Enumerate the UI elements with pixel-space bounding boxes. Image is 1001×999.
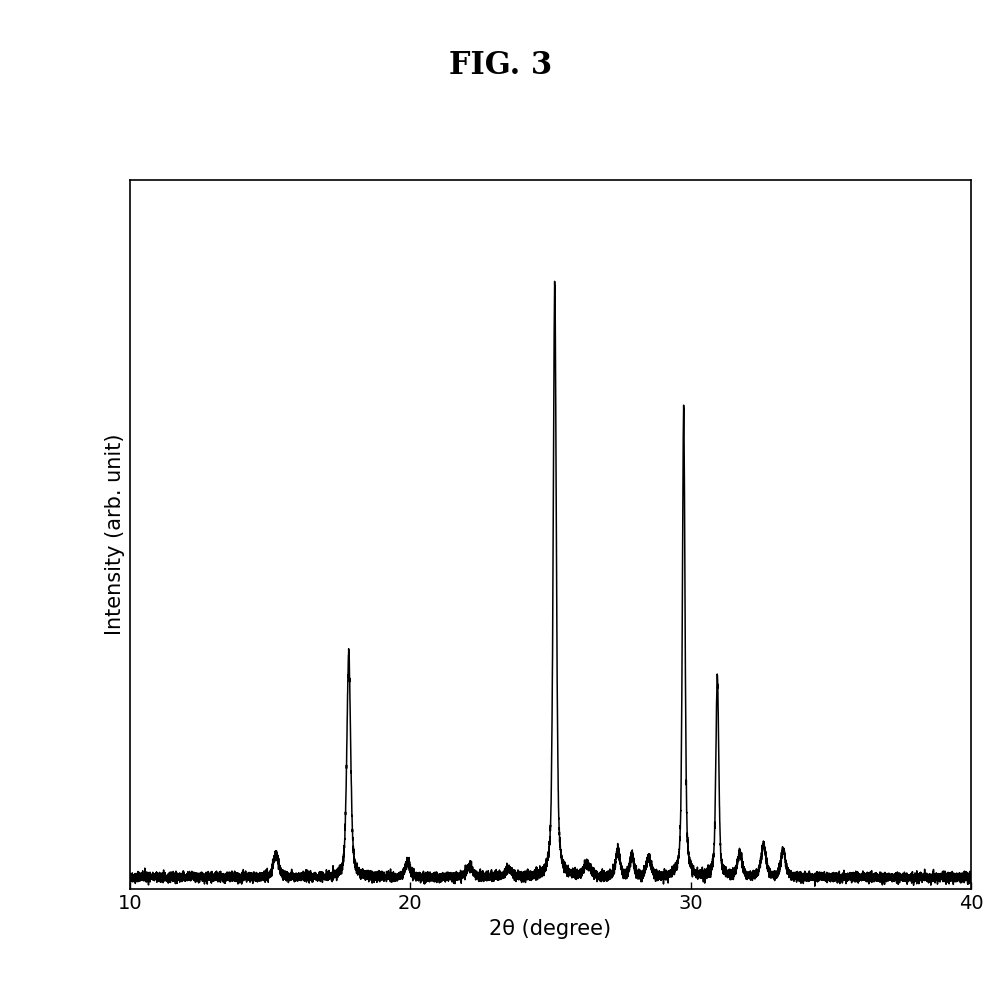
Y-axis label: Intensity (arb. unit): Intensity (arb. unit)	[104, 434, 124, 635]
X-axis label: 2θ (degree): 2θ (degree)	[489, 918, 612, 938]
Text: FIG. 3: FIG. 3	[448, 50, 553, 81]
